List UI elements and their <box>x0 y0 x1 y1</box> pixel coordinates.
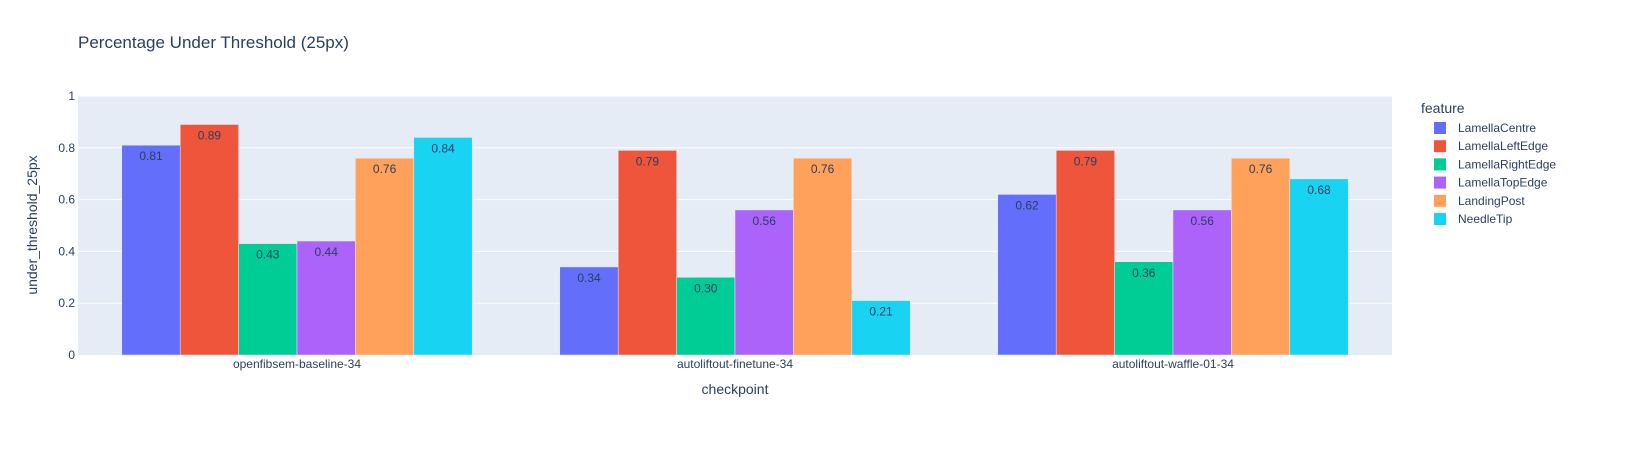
bar[interactable] <box>793 157 853 356</box>
bars <box>121 124 1349 356</box>
bar[interactable] <box>1114 261 1174 356</box>
y-tick-label: 0.2 <box>58 296 75 310</box>
legend-swatch <box>1434 158 1446 171</box>
legend-title: feature <box>1421 100 1465 116</box>
bar-value-label: 0.68 <box>1307 183 1331 197</box>
bar[interactable] <box>1172 209 1232 356</box>
bar[interactable] <box>355 157 415 356</box>
legend-item-label[interactable]: LamellaLeftEdge <box>1458 139 1548 153</box>
x-tick-labels: openfibsem-baseline-34 autoliftout-finetu… <box>233 357 1234 371</box>
bar-value-label: 0.79 <box>636 154 660 168</box>
y-tick-label: 1 <box>68 89 75 103</box>
y-tick-label: 0.4 <box>58 244 75 258</box>
bar-value-label: 0.44 <box>315 245 339 259</box>
bar[interactable] <box>413 137 473 356</box>
bar-value-label: 0.34 <box>577 271 601 285</box>
x-tick-label: autoliftout-waffle-01-34 <box>1112 357 1234 371</box>
bar[interactable] <box>851 300 911 356</box>
legend[interactable]: feature LamellaCentre LamellaLeftEdge Lame… <box>1421 100 1556 226</box>
bar[interactable] <box>121 144 181 356</box>
legend-item-label[interactable]: NeedleTip <box>1458 212 1513 226</box>
bar-value-label: 0.36 <box>1132 266 1156 280</box>
legend-item-label[interactable]: LamellaRightEdge <box>1458 157 1556 171</box>
bar-value-label: 0.76 <box>811 162 835 176</box>
x-tick-label: openfibsem-baseline-34 <box>233 357 361 371</box>
bar[interactable] <box>1055 150 1115 356</box>
legend-item-label[interactable]: LamellaTopEdge <box>1458 176 1548 190</box>
bar[interactable] <box>1231 157 1291 356</box>
bar[interactable] <box>997 194 1057 356</box>
bar[interactable] <box>676 277 736 356</box>
bar-value-label: 0.81 <box>139 149 163 163</box>
bar-labels: 0.81 0.89 0.43 0.44 0.76 0.84 0.34 0.79 0.30 0.56… <box>139 128 1331 318</box>
legend-swatch <box>1434 176 1446 189</box>
bar-value-label: 0.43 <box>256 248 280 262</box>
bar[interactable] <box>238 243 298 356</box>
bar-value-label: 0.56 <box>753 214 777 228</box>
legend-swatch <box>1434 213 1446 225</box>
bar-value-label: 0.79 <box>1074 154 1098 168</box>
bar-value-label: 0.76 <box>1249 162 1273 176</box>
bar[interactable] <box>179 124 239 356</box>
bar-value-label: 0.76 <box>373 162 397 176</box>
bar[interactable] <box>1289 178 1349 356</box>
chart-title: Percentage Under Threshold (25px) <box>78 33 349 52</box>
x-tick-label: autoliftout-finetune-34 <box>677 357 793 371</box>
bar[interactable] <box>617 150 677 356</box>
bar[interactable] <box>734 209 794 356</box>
y-axis-title: under_threshold_25px <box>24 155 40 294</box>
bar-value-label: 0.56 <box>1191 214 1215 228</box>
legend-item-label[interactable]: LamellaCentre <box>1458 121 1536 135</box>
x-axis-title: checkpoint <box>702 381 769 397</box>
bar-value-label: 0.21 <box>869 305 893 319</box>
legend-swatch <box>1434 140 1446 153</box>
y-tick-label: 0 <box>68 348 75 362</box>
legend-swatch <box>1434 122 1446 134</box>
y-tick-labels: 0 0.2 0.4 0.6 0.8 1 <box>58 89 75 362</box>
bar-value-label: 0.62 <box>1015 198 1039 212</box>
bar-value-label: 0.30 <box>694 281 718 295</box>
bar-value-label: 0.89 <box>198 128 222 142</box>
y-tick-label: 0.6 <box>58 193 75 207</box>
legend-item-label[interactable]: LandingPost <box>1458 194 1525 208</box>
bar-value-label: 0.84 <box>431 141 455 155</box>
bar[interactable] <box>559 266 619 356</box>
y-tick-label: 0.8 <box>58 141 75 155</box>
legend-swatch <box>1434 194 1446 207</box>
